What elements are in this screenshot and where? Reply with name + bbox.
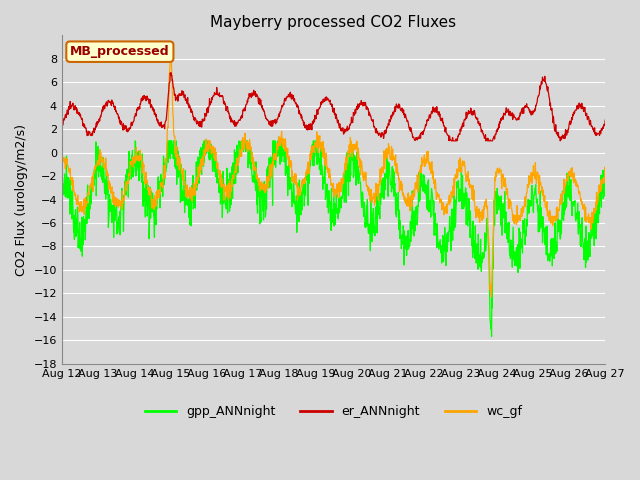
gpp_ANNnight [166, 138, 173, 144]
gpp_ANNnight [179, 190, 187, 195]
wc_gf [166, 56, 174, 61]
er_ANNnight [167, 70, 175, 76]
Line: er_ANNnight: er_ANNnight [62, 73, 605, 141]
er_ANNnight [240, 108, 248, 114]
er_ANNnight [166, 80, 173, 85]
wc_gf [166, 71, 173, 76]
er_ANNnight [58, 124, 66, 130]
wc_gf [179, 177, 187, 183]
gpp_ANNnight [419, 184, 426, 190]
gpp_ANNnight [538, 223, 545, 229]
wc_gf [240, 144, 248, 150]
Y-axis label: CO2 Flux (urology/m2/s): CO2 Flux (urology/m2/s) [15, 123, 28, 276]
gpp_ANNnight [490, 230, 497, 236]
wc_gf [602, 168, 609, 174]
gpp_ANNnight [131, 138, 139, 144]
er_ANNnight [538, 79, 545, 84]
Text: MB_processed: MB_processed [70, 45, 170, 58]
Title: Mayberry processed CO2 Fluxes: Mayberry processed CO2 Fluxes [211, 15, 456, 30]
wc_gf [488, 294, 495, 300]
gpp_ANNnight [58, 184, 66, 190]
wc_gf [419, 160, 426, 166]
er_ANNnight [448, 138, 456, 144]
Line: wc_gf: wc_gf [62, 59, 605, 297]
er_ANNnight [179, 91, 187, 96]
wc_gf [538, 183, 545, 189]
gpp_ANNnight [488, 334, 495, 339]
wc_gf [58, 156, 66, 162]
gpp_ANNnight [240, 138, 248, 144]
wc_gf [490, 230, 497, 236]
gpp_ANNnight [602, 176, 609, 181]
er_ANNnight [490, 135, 497, 141]
Line: gpp_ANNnight: gpp_ANNnight [62, 141, 605, 336]
er_ANNnight [602, 117, 609, 123]
Legend: gpp_ANNnight, er_ANNnight, wc_gf: gpp_ANNnight, er_ANNnight, wc_gf [140, 400, 527, 423]
er_ANNnight [419, 131, 426, 137]
